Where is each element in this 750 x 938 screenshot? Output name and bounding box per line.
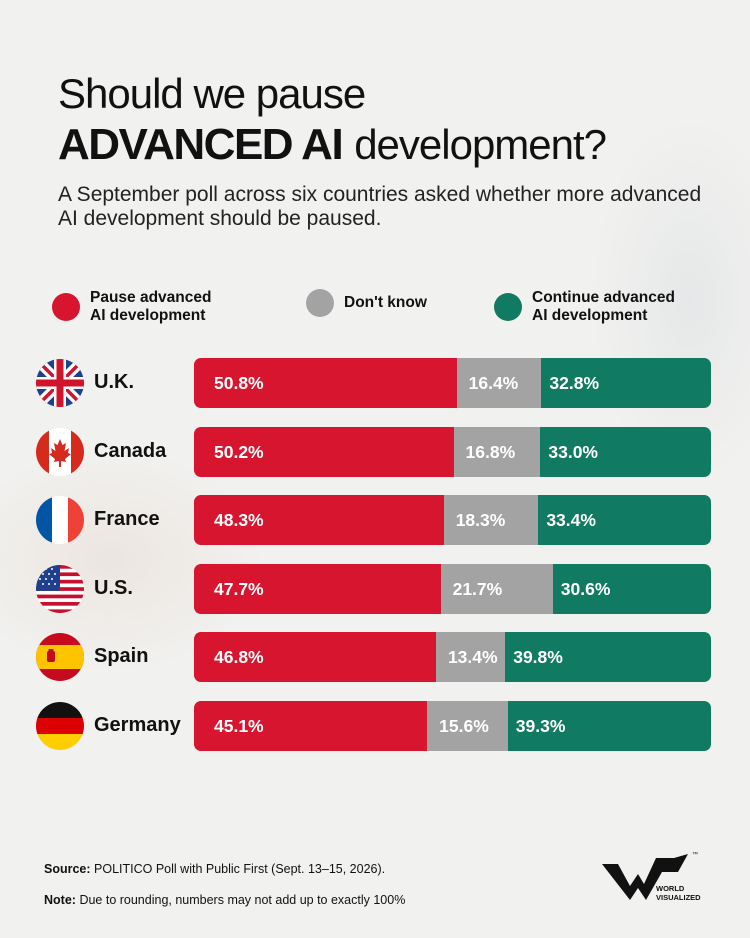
germany-flag-icon bbox=[36, 702, 84, 750]
data-label-dont-know: 13.4% bbox=[447, 647, 498, 668]
bar-segment-pause: 46.8% bbox=[194, 632, 436, 683]
legend-label-pause: Pause advanced AI development bbox=[90, 289, 212, 324]
stacked-bar: 47.7% 21.7% 30.6% bbox=[194, 563, 711, 614]
chart-row: France 48.3% 18.3% 33.4% bbox=[36, 495, 712, 546]
legend-swatch-pause bbox=[52, 293, 80, 321]
bar-segment-continue: 33.0% bbox=[540, 426, 711, 477]
bar-segment-dont-know: 16.4% bbox=[456, 358, 542, 408]
title-line-1: Should we pause bbox=[58, 70, 366, 117]
stacked-bar: 45.1% 15.6% 39.3% bbox=[194, 701, 711, 751]
legend-item-dont-know: Don't know bbox=[306, 289, 427, 317]
bar-segment-continue: 32.8% bbox=[541, 358, 711, 408]
bar-segment-dont-know: 21.7% bbox=[440, 563, 553, 614]
data-label-continue: 39.3% bbox=[515, 716, 566, 736]
logo-text: WORLD VISUALIZED bbox=[656, 884, 701, 902]
title-rest: development? bbox=[354, 121, 607, 168]
legend-label-dont-know: Don't know bbox=[344, 294, 427, 311]
uk-flag-icon bbox=[36, 359, 84, 407]
us-flag-icon bbox=[36, 564, 84, 613]
legend-item-pause: Pause advanced AI development bbox=[52, 289, 211, 325]
legend-item-continue: Continue advanced AI development bbox=[494, 289, 675, 325]
data-label-pause: 45.1% bbox=[214, 716, 264, 736]
data-label-continue: 32.8% bbox=[549, 373, 600, 393]
category-label: Germany bbox=[94, 714, 181, 736]
data-label-dont-know: 16.8% bbox=[465, 441, 516, 462]
bar-segment-dont-know: 15.6% bbox=[427, 701, 508, 751]
bar-segment-continue: 33.4% bbox=[538, 495, 711, 546]
category-label: U.S. bbox=[94, 576, 133, 599]
bar-segment-dont-know: 13.4% bbox=[435, 632, 506, 683]
bar-segment-pause: 50.2% bbox=[194, 426, 454, 477]
title-line-2: ADVANCED AI development? bbox=[58, 120, 607, 170]
source-line: Source: POLITICO Poll with Public First … bbox=[44, 862, 385, 876]
data-label-continue: 30.6% bbox=[560, 578, 611, 599]
legend-label-continue: Continue advanced AI development bbox=[532, 289, 675, 324]
bar-segment-dont-know: 18.3% bbox=[443, 495, 539, 546]
legend-swatch-dont-know bbox=[306, 289, 334, 317]
bar-segment-pause: 45.1% bbox=[194, 701, 428, 751]
bar-segment-continue: 39.8% bbox=[505, 632, 711, 683]
category-label: Canada bbox=[94, 439, 167, 462]
category-label: Spain bbox=[94, 645, 149, 668]
chart-row: U.K. 50.8% 16.4% 32.8% bbox=[36, 358, 712, 408]
bar-segment-pause: 50.8% bbox=[194, 358, 457, 408]
stacked-bar: 48.3% 18.3% 33.4% bbox=[194, 495, 711, 546]
bar-segment-continue: 39.3% bbox=[507, 701, 711, 751]
data-label-dont-know: 18.3% bbox=[455, 510, 506, 531]
data-label-dont-know: 15.6% bbox=[439, 716, 489, 736]
data-label-pause: 50.8% bbox=[214, 373, 264, 393]
category-label: France bbox=[94, 508, 160, 531]
chart-row: U.S. 47.7% 21.7% 30.6% bbox=[36, 563, 712, 614]
data-label-continue: 33.0% bbox=[548, 441, 598, 462]
chart-row: Canada 50.2% 16.8% 33.0% bbox=[36, 426, 712, 477]
note-label: Note: bbox=[44, 893, 76, 907]
note-text: Due to rounding, numbers may not add up … bbox=[79, 893, 406, 907]
category-label: U.K. bbox=[94, 371, 134, 393]
data-label-dont-know: 16.4% bbox=[468, 373, 519, 393]
data-label-pause: 46.8% bbox=[214, 647, 264, 668]
stacked-bar: 50.2% 16.8% 33.0% bbox=[194, 426, 711, 477]
note-line: Note: Due to rounding, numbers may not a… bbox=[44, 893, 405, 907]
france-flag-icon bbox=[36, 496, 84, 545]
data-label-dont-know: 21.7% bbox=[452, 578, 503, 599]
spain-flag-icon bbox=[36, 633, 84, 682]
bar-segment-dont-know: 16.8% bbox=[453, 426, 541, 477]
chart-row: Germany 45.1% 15.6% 39.3% bbox=[36, 701, 712, 751]
stacked-bar: 46.8% 13.4% 39.8% bbox=[194, 632, 711, 683]
bar-segment-pause: 48.3% bbox=[194, 495, 444, 546]
world-visualized-logo-icon: ™ bbox=[602, 851, 698, 900]
source-text: POLITICO Poll with Public First (Sept. 1… bbox=[94, 862, 386, 876]
source-label: Source: bbox=[44, 862, 91, 876]
subtitle: A September poll across six countries as… bbox=[58, 183, 702, 230]
data-label-continue: 33.4% bbox=[546, 510, 596, 531]
data-label-pause: 50.2% bbox=[214, 441, 264, 462]
title-emphasis: ADVANCED AI bbox=[58, 120, 344, 169]
canada-flag-icon bbox=[36, 427, 84, 476]
chart-row: Spain 46.8% 13.4% 39.8% bbox=[36, 632, 712, 683]
legend-swatch-continue bbox=[494, 293, 522, 321]
data-label-pause: 47.7% bbox=[214, 578, 264, 599]
bar-segment-pause: 47.7% bbox=[194, 563, 441, 614]
logo-trademark: ™ bbox=[692, 851, 698, 858]
data-label-continue: 39.8% bbox=[513, 647, 563, 668]
stacked-bar: 50.8% 16.4% 32.8% bbox=[194, 358, 711, 408]
bar-segment-continue: 30.6% bbox=[552, 563, 711, 614]
data-label-pause: 48.3% bbox=[214, 510, 264, 531]
